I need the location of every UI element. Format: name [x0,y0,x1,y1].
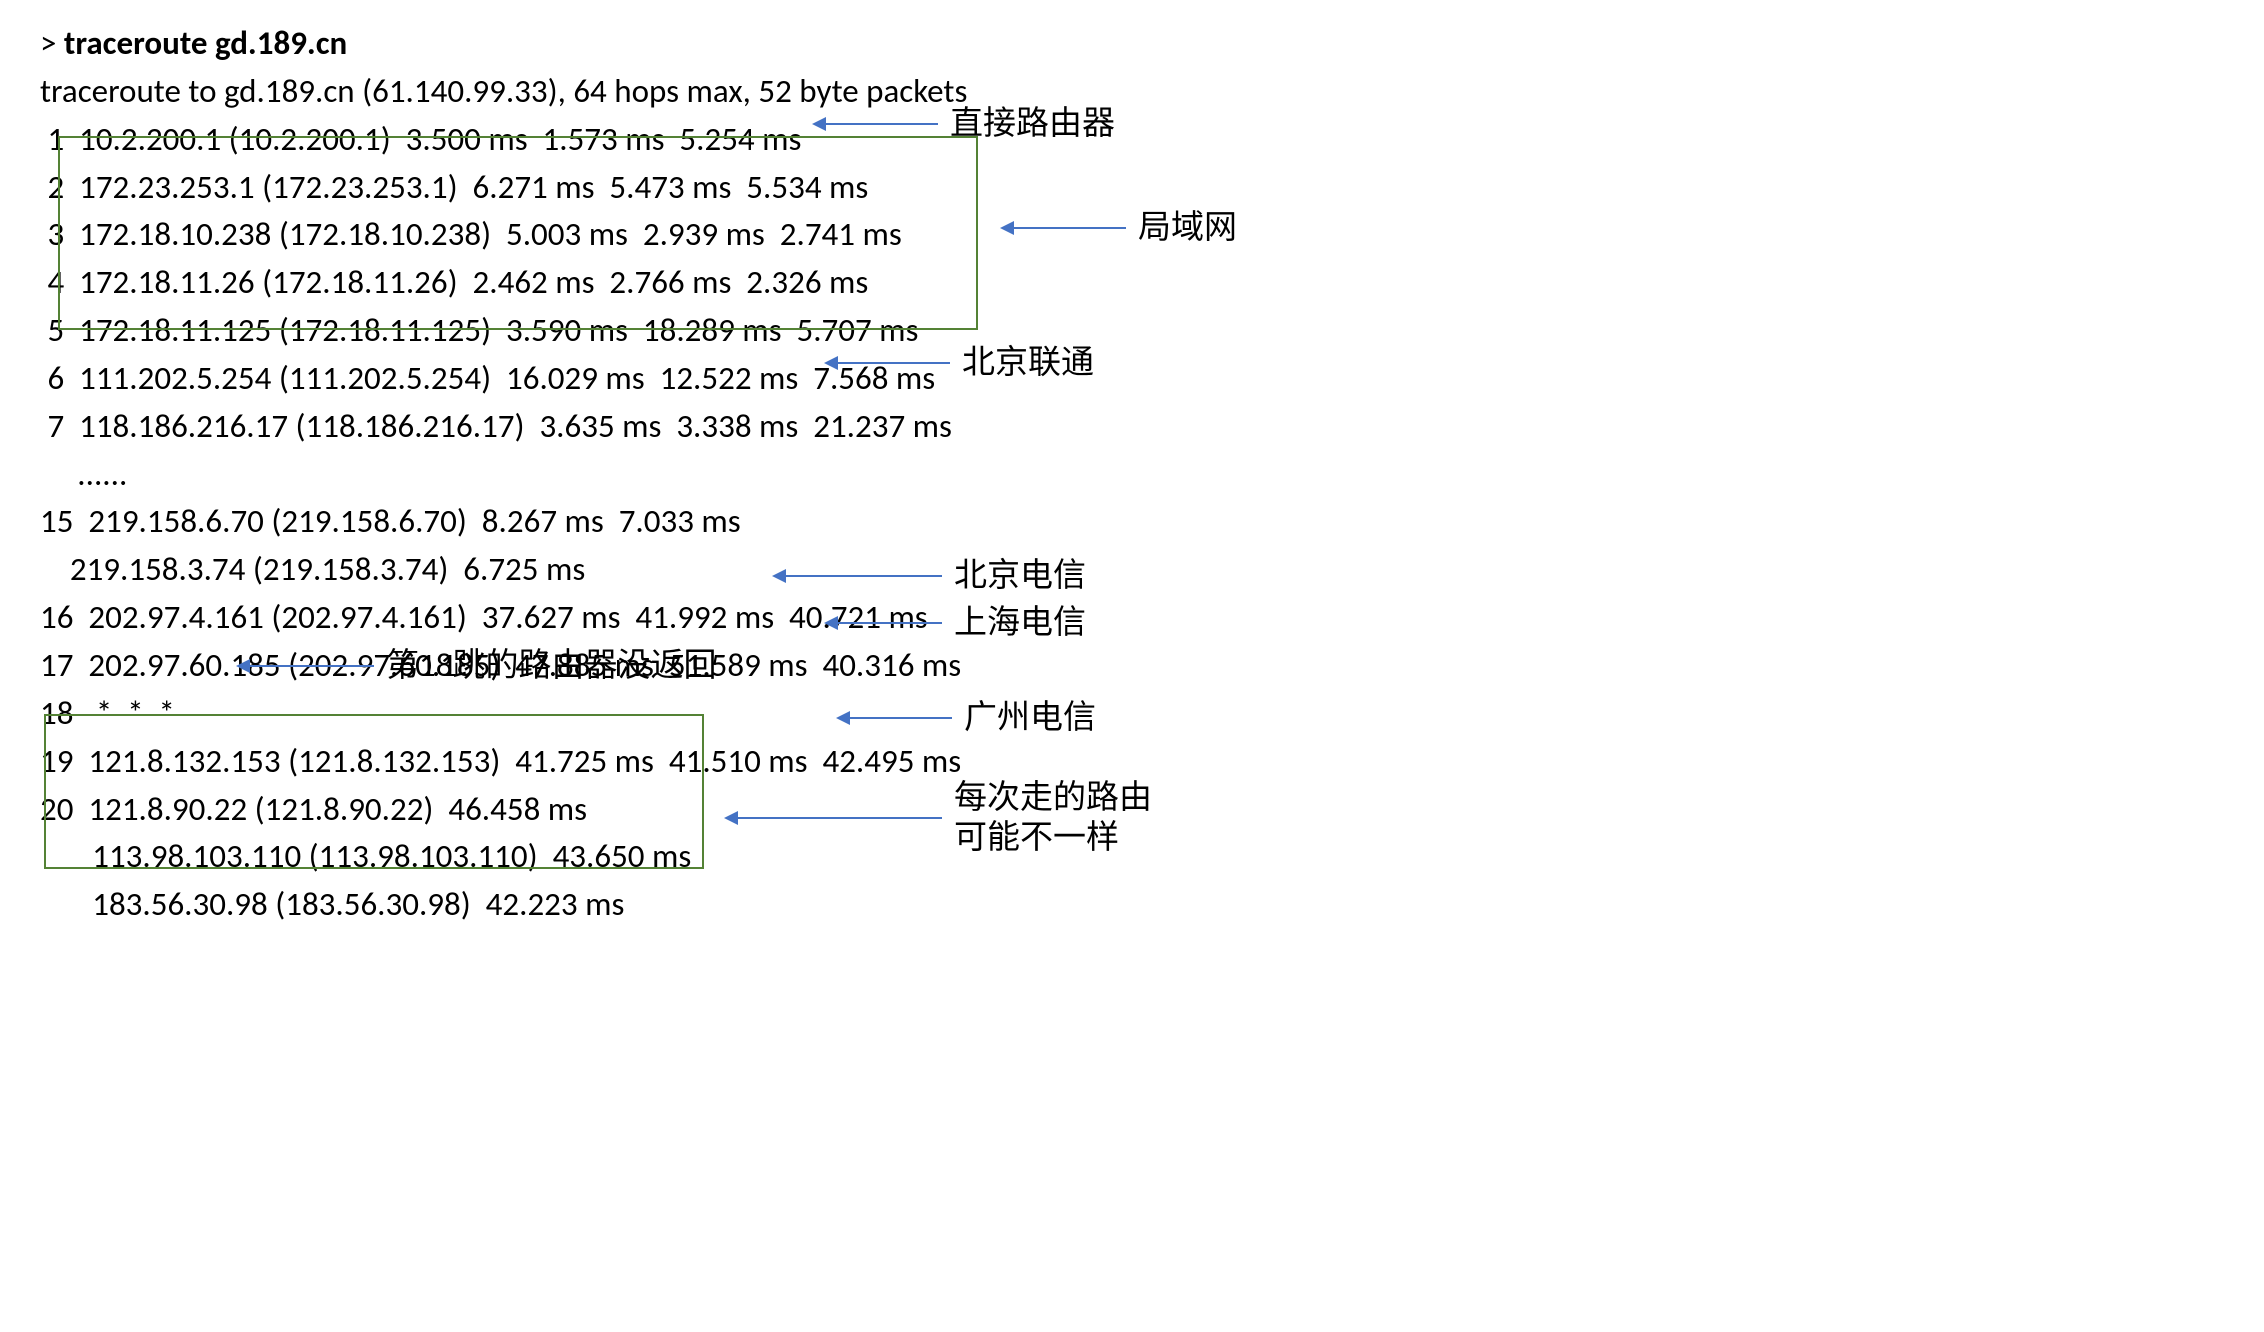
hop-line-1: 2 172.23.253.1 (172.23.253.1) 6.271 ms 5… [40,164,2140,212]
arrow-icon [826,622,942,624]
hop-line-7: ...... [40,451,2140,499]
annotation-label: 每次走的路由可能不一样 [954,778,1152,857]
prompt: > [40,23,64,63]
annotation-4: 上海电信 [826,603,1086,643]
traceroute-diagram: > traceroute gd.189.cn traceroute to gd.… [40,20,2140,929]
annotation-label: 北京电信 [954,556,1086,596]
annotation-label: 上海电信 [954,603,1086,643]
annotation-label: 北京联通 [962,343,1094,383]
annotation-0: 直接路由器 [814,104,1115,144]
command-line: > traceroute gd.189.cn [40,20,2140,68]
annotation-label: 局域网 [1138,208,1237,248]
hop-line-10: 16 202.97.4.161 (202.97.4.161) 37.627 ms… [40,594,2140,642]
annotation-1: 局域网 [1002,208,1237,248]
arrow-icon [238,665,374,667]
arrow-icon [814,123,938,125]
hop-line-3: 4 172.18.11.26 (172.18.11.26) 2.462 ms 2… [40,259,2140,307]
annotation-label: 广州电信 [964,698,1096,738]
hop-line-6: 7 118.186.216.17 (118.186.216.17) 3.635 … [40,403,2140,451]
annotation-label: 直接路由器 [950,104,1115,144]
annotation-2: 北京联通 [826,343,1094,383]
annotation-6: 广州电信 [838,698,1096,738]
annotation-label: 第18跳的路由器没返回 [386,646,716,686]
hop-line-9: 219.158.3.74 (219.158.3.74) 6.725 ms [40,546,2140,594]
arrow-icon [774,575,942,577]
annotation-5: 第18跳的路由器没返回 [238,646,716,686]
hop-line-8: 15 219.158.6.70 (219.158.6.70) 8.267 ms … [40,498,2140,546]
annotation-3: 北京电信 [774,556,1086,596]
hop-line-16: 183.56.30.98 (183.56.30.98) 42.223 ms [40,881,2140,929]
arrow-icon [1002,227,1126,229]
arrow-icon [826,362,950,364]
arrow-icon [726,817,942,819]
arrow-icon [838,717,952,719]
annotation-7: 每次走的路由可能不一样 [726,778,1152,857]
command-text: traceroute gd.189.cn [64,23,347,63]
